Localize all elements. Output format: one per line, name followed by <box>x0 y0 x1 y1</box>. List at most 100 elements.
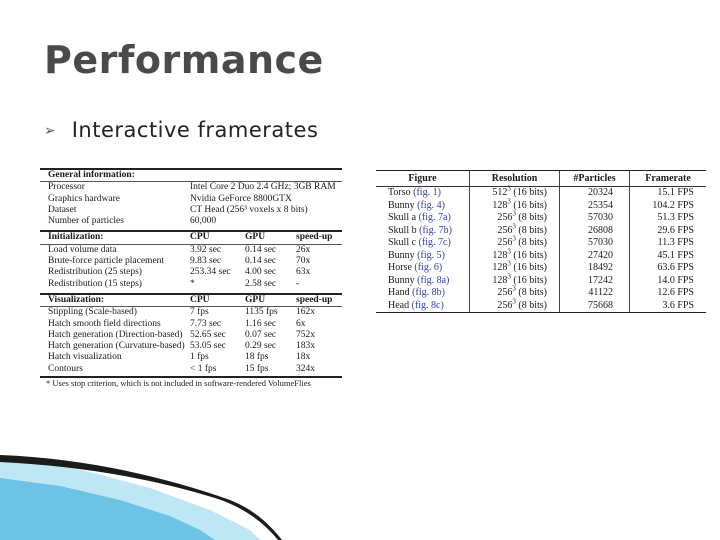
cell: * <box>190 278 195 289</box>
table-row: Dataset CT Head (256³ voxels x 8 bits) <box>40 205 342 216</box>
figure-cell: Horse (fig. 6) <box>376 262 470 275</box>
cell: Hatch generation (Curvature-based) <box>48 341 185 352</box>
resolution-bits: (8 bits) <box>518 237 547 248</box>
framerate-cell: 51.3 FPS <box>657 212 694 223</box>
table-row: Bunny (fig. 4) 1283 (16 bits) 25354 104.2 F… <box>376 197 706 212</box>
table-row: Hand (fig. 8b) 2563 (8 bits) 41122 12.6 FPS <box>376 285 706 300</box>
resolution-exponent: 3 <box>507 272 511 281</box>
row-label: Processor <box>48 182 85 193</box>
cell: 0.29 sec <box>245 341 277 352</box>
framerate-cell: 63.6 FPS <box>657 262 694 273</box>
resolution-base: 128 <box>492 249 508 261</box>
resolution-bits: (16 bits) <box>513 274 547 286</box>
cell: 7.73 sec <box>190 318 222 329</box>
table-row: Skull a (fig. 7a) 2563 (8 bits) 57030 51.3 … <box>376 209 706 225</box>
table-row: Skull c (fig. 7c) 2563 (8 bits) 57030 11.3 … <box>376 234 706 250</box>
figure-name: Skull c <box>388 237 417 248</box>
resolution-base: 256 <box>497 287 513 298</box>
cell: 324x <box>296 363 315 374</box>
particles-cell: 57030 <box>560 212 630 225</box>
framerate-cell: 29.6 FPS <box>657 224 694 236</box>
column-header: Resolution <box>470 171 560 186</box>
resolution-bits: (16 bits) <box>513 262 547 273</box>
column-header: Figure <box>376 171 470 186</box>
figure-name: Skull a <box>388 212 417 223</box>
general-info-section: General information: Processor Intel Cor… <box>40 168 342 227</box>
resolution-exponent: 3 <box>507 247 511 256</box>
bullet-text: Interactive framerates <box>71 118 319 142</box>
cell: Brute-force particle placement <box>48 256 165 267</box>
resolution-cell: 5123 (16 bits) <box>470 184 560 200</box>
row-label: Graphics hardware <box>48 193 121 204</box>
resolution-exponent: 3 <box>507 197 511 206</box>
framerate-cell: 14.0 FPS <box>657 274 694 286</box>
bullet-item: ➢ Interactive framerates <box>44 118 318 142</box>
resolution-bits: (8 bits) <box>518 224 547 236</box>
cell: 9.83 sec <box>190 256 222 267</box>
figure-cell: Head (fig. 8c) <box>376 299 470 312</box>
table-body: Torso (fig. 1) 5123 (16 bits) 20324 15.1 FP… <box>376 184 706 312</box>
table-row: Head (fig. 8c) 2563 (8 bits) 75668 3.6 FPS <box>376 297 706 312</box>
figure-cell: Bunny (fig. 5) <box>376 249 470 262</box>
figure-reference: (fig. 7a) <box>418 212 451 223</box>
cell: 253.34 sec <box>190 267 231 278</box>
resolution-base: 128 <box>492 199 508 211</box>
section-heading: General information: <box>48 170 135 180</box>
figure-cell: Skull c (fig. 7c) <box>376 237 470 250</box>
resolution-exponent: 3 <box>512 297 516 306</box>
particles-cell: 25354 <box>560 199 630 212</box>
slide-title: Performance <box>44 38 324 82</box>
resolution-bits: (16 bits) <box>513 187 547 198</box>
column-header: #Particles <box>560 171 630 186</box>
table-row: Bunny (fig. 5) 1283 (16 bits) 27420 45.1 FP… <box>376 247 706 262</box>
particles-cell: 20324 <box>560 187 630 200</box>
cell: 162x <box>296 307 315 318</box>
table-row: Redistribution (15 steps) * 2.58 sec - <box>40 279 342 290</box>
dark-swoosh-shape <box>0 455 282 540</box>
cell: 1 fps <box>190 352 209 363</box>
framerate-cell: 12.6 FPS <box>657 287 694 298</box>
resolution-cell: 2563 (8 bits) <box>470 297 560 312</box>
arrow-bullet-icon: ➢ <box>44 123 56 139</box>
resolution-cell: 1283 (16 bits) <box>470 247 560 262</box>
column-header: CPU <box>190 232 210 243</box>
resolution-cell: 1283 (16 bits) <box>470 260 560 275</box>
cell: 15 fps <box>245 363 269 374</box>
resolution-exponent: 3 <box>512 209 516 218</box>
mid-wave-shape <box>0 478 215 540</box>
figure-name: Bunny <box>388 274 415 286</box>
resolution-exponent: 3 <box>507 184 511 193</box>
figure-reference: (fig. 7b) <box>419 224 452 236</box>
figure-reference: (fig. 8a) <box>417 274 450 286</box>
column-header: speed-up <box>296 232 333 243</box>
resolution-cell: 2563 (8 bits) <box>470 209 560 225</box>
table-row: Horse (fig. 6) 1283 (16 bits) 18492 63.6 FP… <box>376 260 706 275</box>
row-value: Intel Core 2 Duo 2.4 GHz; 3GB RAM <box>190 182 336 193</box>
cell: 6x <box>296 318 306 329</box>
table-row: Number of particles 60,000 <box>40 216 342 227</box>
resolution-base: 128 <box>492 262 508 273</box>
table-row: Hatch visualization 1 fps 18 fps 18x <box>40 352 342 363</box>
column-header: GPU <box>245 232 266 243</box>
resolution-bits: (16 bits) <box>513 199 547 211</box>
cell: 70x <box>296 256 311 267</box>
framerate-cell: 11.3 FPS <box>657 237 694 248</box>
resolution-bits: (8 bits) <box>518 299 547 311</box>
resolution-exponent: 3 <box>512 234 516 243</box>
cell: Contours <box>48 363 83 374</box>
table-row: Hatch generation (Curvature-based) 53.05… <box>40 341 342 352</box>
cell: 1135 fps <box>245 307 278 318</box>
resolution-exponent: 3 <box>512 222 516 231</box>
cell: 183x <box>296 341 315 352</box>
cell: < 1 fps <box>190 363 217 374</box>
row-label: Number of particles <box>48 216 124 227</box>
cell: Hatch generation (Direction-based) <box>48 329 183 340</box>
table-row: Contours < 1 fps 15 fps 324x <box>40 364 342 375</box>
resolution-base: 128 <box>492 274 508 286</box>
framerate-cell: 3.6 FPS <box>662 299 694 311</box>
table-row: Load volume data 3.92 sec 0.14 sec 26x <box>40 245 342 256</box>
table-row: Bunny (fig. 8a) 1283 (16 bits) 17242 14.0 F… <box>376 272 706 287</box>
cell: Redistribution (15 steps) <box>48 278 142 289</box>
column-header: GPU <box>245 294 266 305</box>
table-row: Processor Intel Core 2 Duo 2.4 GHz; 3GB … <box>40 182 342 193</box>
